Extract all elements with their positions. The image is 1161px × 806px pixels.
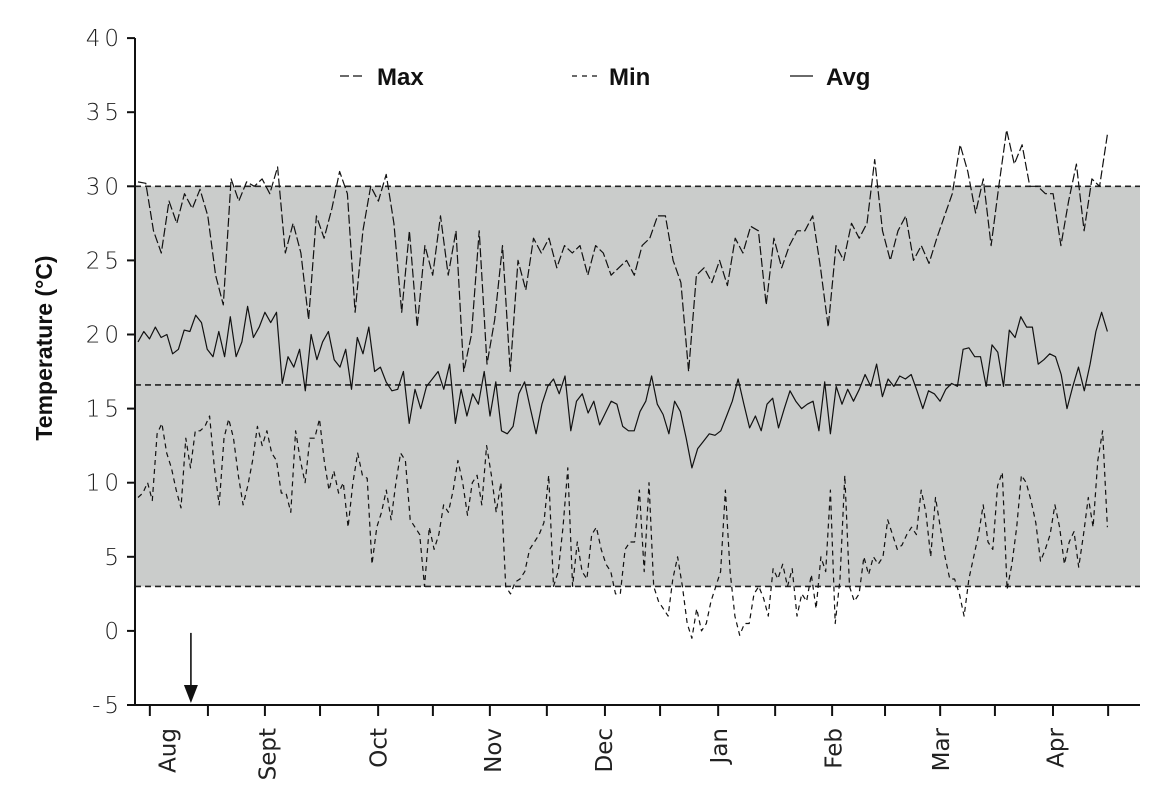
- y-tick-label: 0: [104, 619, 123, 645]
- y-axis-label: Temperature (°C): [31, 255, 57, 440]
- axes: 40 35 30 25 20 15 10 5 0 -5 Aug Sept Oct Nov Dec Jan Feb…: [86, 26, 1140, 780]
- shaded-band-layer: [135, 186, 1140, 587]
- y-tick-label: 5: [104, 545, 123, 571]
- month-label: Apr: [1044, 727, 1070, 767]
- month-label: Aug: [156, 728, 182, 773]
- y-tick-label: 40: [86, 26, 123, 52]
- series-layer: [137, 129, 1108, 639]
- legend-max-label: Max: [377, 64, 424, 91]
- legend-avg-label: Avg: [826, 64, 870, 91]
- month-label: Mar: [929, 727, 955, 771]
- y-tick-label: 15: [86, 397, 123, 423]
- series-line-avg: [137, 305, 1108, 469]
- month-label: Sept: [256, 728, 282, 780]
- y-tick-label: -5: [92, 693, 123, 719]
- shaded-band: [135, 186, 1140, 587]
- arrow-down-icon: [183, 685, 198, 703]
- series-line-max: [137, 129, 1108, 373]
- y-tick-label: 10: [86, 471, 123, 497]
- reference-lines: [135, 185, 1140, 588]
- month-label: Dec: [592, 728, 618, 773]
- y-tick-label: 35: [86, 100, 123, 126]
- y-tick-label: 25: [86, 248, 123, 274]
- legend-min-label: Min: [609, 64, 650, 91]
- month-label: Nov: [481, 728, 507, 773]
- legend: Max Min Avg: [340, 64, 870, 91]
- y-tick-label: 30: [86, 174, 123, 200]
- y-tick-label: 20: [86, 323, 123, 349]
- series-line-min: [137, 415, 1108, 639]
- month-label: Oct: [367, 728, 393, 768]
- month-label: Jan: [707, 728, 733, 765]
- month-label: Feb: [822, 728, 848, 769]
